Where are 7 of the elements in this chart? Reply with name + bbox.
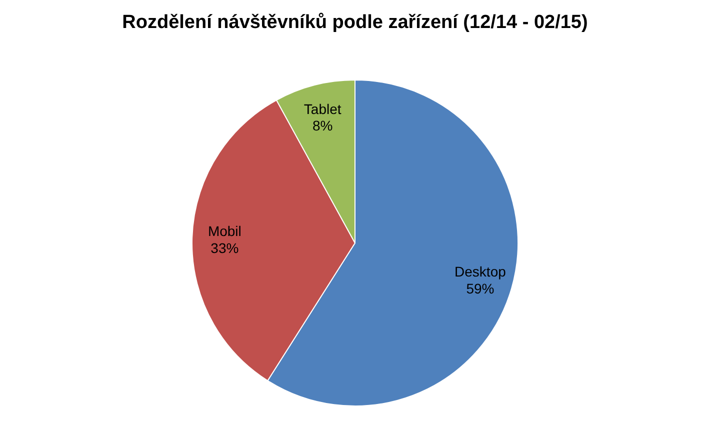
data-label: 33% xyxy=(210,240,239,256)
slice-label: Desktop xyxy=(454,264,506,280)
data-label: 59% xyxy=(466,280,494,296)
chart-title: Rozdělení návštěvníků podle zařízení (12/14 - 02/15) xyxy=(122,12,588,33)
data-label: 8% xyxy=(312,118,333,134)
slice-label: Tablet xyxy=(304,100,342,117)
slice-label: Mobil xyxy=(208,223,242,240)
